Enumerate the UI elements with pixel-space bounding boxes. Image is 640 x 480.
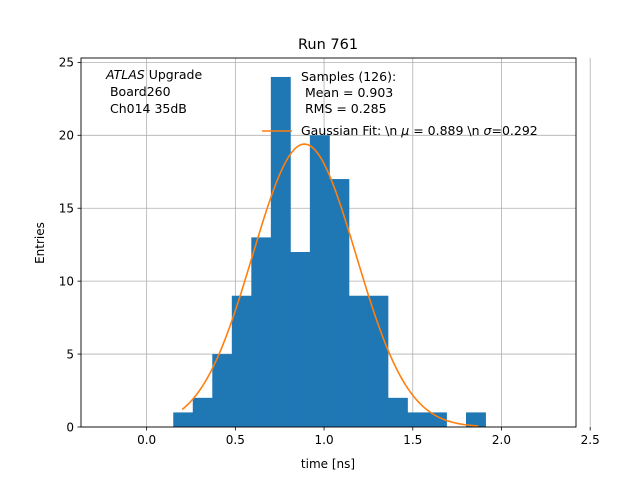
y-tick-label: 25: [59, 56, 74, 70]
plot-frame: [80, 57, 577, 428]
y-tick-label: 15: [59, 202, 74, 216]
atlas-annotation: ATLAS Upgrade Board260 Ch014 35dB: [105, 67, 202, 116]
x-tick-label: 1.0: [315, 433, 334, 447]
histogram-bar: [348, 295, 369, 427]
histogram-bar: [466, 412, 486, 427]
histogram-bar: [309, 135, 330, 427]
y-tick-label: 5: [66, 347, 74, 361]
legend-fit-suffix: =0.292: [491, 123, 537, 138]
legend-fit-mu: μ: [400, 123, 409, 138]
histogram-bar: [368, 295, 389, 427]
histogram-bar: [407, 412, 428, 427]
x-axis-ticks: 0.0 0.5 1.0 1.5 2.0 2.5: [137, 427, 600, 447]
legend-fit-sigma: σ: [484, 123, 493, 138]
histogram-bar: [192, 397, 213, 427]
x-tick-label: 0.5: [226, 433, 245, 447]
legend-rms: RMS = 0.285: [301, 101, 387, 116]
legend: Samples (126): Mean = 0.903 RMS = 0.285 …: [262, 69, 538, 138]
histogram-bar: [212, 354, 233, 427]
histogram-bar: [270, 76, 291, 427]
atlas-line-1: ATLAS Upgrade: [105, 67, 202, 82]
legend-samples-title: Samples (126):: [301, 69, 396, 84]
x-tick-label: 2.0: [492, 433, 511, 447]
histogram-bar: [426, 412, 447, 427]
chart-title: Run 761: [298, 37, 358, 53]
histogram-bar: [231, 295, 252, 427]
legend-fit-label: Gaussian Fit: \n μ = 0.889 \n σ=0.292: [301, 123, 538, 138]
legend-fit-mid: = 0.889 \n: [409, 123, 483, 138]
y-tick-label: 20: [59, 129, 74, 143]
upgrade-label: Upgrade: [145, 67, 203, 82]
histogram-bars: [173, 76, 486, 427]
channel-label: Ch014 35dB: [106, 101, 187, 116]
x-tick-label: 0.0: [137, 433, 156, 447]
atlas-italic-label: ATLAS: [105, 67, 145, 82]
y-tick-label: 0: [66, 420, 74, 434]
histogram-bar: [173, 412, 194, 427]
histogram-bar: [290, 251, 311, 427]
x-tick-label: 2.5: [581, 433, 600, 447]
board-label: Board260: [106, 84, 171, 99]
x-tick-label: 1.5: [403, 433, 422, 447]
legend-mean: Mean = 0.903: [301, 85, 393, 100]
histogram-bar: [251, 237, 272, 427]
gaussian-fit-curve: [181, 143, 479, 427]
y-tick-label: 10: [59, 274, 74, 288]
histogram-bar: [387, 397, 408, 427]
legend-fit-prefix: Gaussian Fit: \n: [301, 123, 401, 138]
histogram-bar: [329, 179, 350, 427]
y-axis-ticks: 0 5 10 15 20 25: [59, 56, 81, 434]
y-axis-label: Entries: [33, 222, 47, 264]
x-axis-label: time [ns]: [301, 457, 355, 471]
